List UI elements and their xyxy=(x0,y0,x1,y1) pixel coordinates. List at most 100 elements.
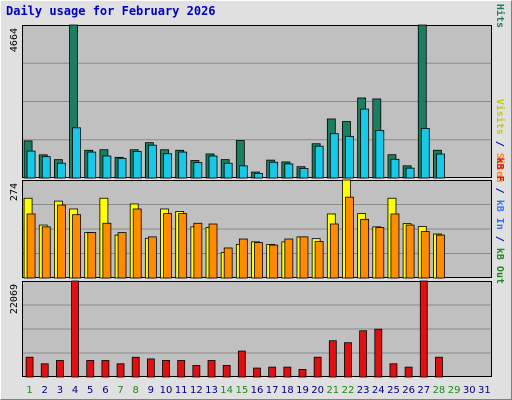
x-tick-label: 29 xyxy=(448,385,461,396)
x-tick-label: 2 xyxy=(42,385,48,396)
bar-files-1 xyxy=(26,150,36,179)
bar-kbytes-3 xyxy=(56,360,64,378)
legend-entry: / xyxy=(494,182,505,200)
y-max-label-kbytes: 22069 xyxy=(9,284,20,314)
bar-kbytes-25 xyxy=(389,363,398,378)
x-tick-label: 30 xyxy=(463,385,476,396)
bar-files-9 xyxy=(147,144,157,179)
bar-sites-22 xyxy=(345,196,354,279)
bar-kbytes-16 xyxy=(253,367,261,378)
bar-files-11 xyxy=(178,151,188,179)
bar-sites-1 xyxy=(26,213,36,279)
legend-entry: kB F xyxy=(494,158,505,182)
legend-hits-files: Pages / Files / Hits xyxy=(494,0,506,28)
bar-sites-14 xyxy=(223,247,233,279)
x-tick-label: 12 xyxy=(190,385,203,396)
x-tick-label: 6 xyxy=(102,385,108,396)
x-tick-label: 18 xyxy=(281,385,294,396)
bar-kbytes-2 xyxy=(40,363,49,378)
legend-entry: kB Out xyxy=(494,248,505,284)
bar-sites-20 xyxy=(314,241,324,279)
x-tick-label: 9 xyxy=(148,385,154,396)
legend-kbytes: kB F / kB In / kB Out xyxy=(494,158,505,284)
x-tick-label: 19 xyxy=(296,385,309,396)
bar-files-7 xyxy=(117,157,127,179)
bar-kbytes-21 xyxy=(328,340,337,378)
bar-sites-6 xyxy=(102,222,112,279)
bar-kbytes-10 xyxy=(162,360,170,378)
legend-entry: kB In xyxy=(494,200,505,230)
legend-entry: Sites xyxy=(494,153,506,183)
bar-files-21 xyxy=(329,133,339,179)
bar-kbytes-5 xyxy=(86,360,95,378)
bar-sites-24 xyxy=(375,227,385,279)
bar-sites-12 xyxy=(193,222,203,279)
bar-files-6 xyxy=(102,155,112,179)
bar-kbytes-18 xyxy=(283,366,292,378)
bar-sites-25 xyxy=(390,213,400,279)
bar-files-26 xyxy=(405,167,415,179)
bar-files-17 xyxy=(269,161,279,179)
bar-files-13 xyxy=(208,155,218,179)
bar-kbytes-4 xyxy=(71,280,79,378)
x-tick-label: 3 xyxy=(57,385,63,396)
bar-sites-5 xyxy=(87,232,97,279)
bar-kbytes-27 xyxy=(419,280,428,378)
bar-files-10 xyxy=(163,153,172,179)
bar-sites-26 xyxy=(405,224,415,279)
bar-files-4 xyxy=(72,127,81,179)
bar-sites-13 xyxy=(208,223,218,279)
x-tick-label: 15 xyxy=(235,385,248,396)
bar-files-25 xyxy=(390,158,400,179)
x-tick-label: 13 xyxy=(205,385,218,396)
bar-files-14 xyxy=(223,162,233,179)
x-tick-label: 1 xyxy=(26,385,32,396)
bar-sites-7 xyxy=(117,232,127,279)
x-tick-label: 11 xyxy=(175,385,188,396)
chart-title: Daily usage for February 2026 xyxy=(6,4,216,18)
bar-sites-3 xyxy=(57,204,66,279)
legend-entry: Hits xyxy=(494,4,506,28)
x-tick-label: 5 xyxy=(87,385,93,396)
bar-kbytes-24 xyxy=(374,328,383,378)
bar-sites-16 xyxy=(254,242,263,279)
y-max-label-hits-files: 4664 xyxy=(9,28,20,52)
bar-kbytes-22 xyxy=(344,342,352,378)
legend-entry: Visits xyxy=(494,99,506,135)
bar-kbytes-9 xyxy=(146,358,155,378)
bar-sites-8 xyxy=(132,208,142,279)
bar-sites-28 xyxy=(436,234,445,279)
x-tick-label: 26 xyxy=(402,385,415,396)
bar-kbytes-17 xyxy=(268,366,277,378)
bar-sites-15 xyxy=(238,238,248,279)
legend-visits-sites: Visits / Sites xyxy=(494,99,506,183)
bar-kbytes-11 xyxy=(177,360,186,378)
x-tick-label: 16 xyxy=(251,385,264,396)
y-max-label-visits-sites: 274 xyxy=(9,183,20,201)
bar-kbytes-26 xyxy=(404,366,413,378)
bar-files-19 xyxy=(299,168,309,179)
bar-sites-9 xyxy=(147,236,157,279)
bar-sites-19 xyxy=(299,236,309,279)
bar-files-12 xyxy=(193,162,203,179)
bar-sites-10 xyxy=(163,213,172,279)
bar-sites-4 xyxy=(72,214,81,279)
x-tick-label: 22 xyxy=(342,385,355,396)
bar-files-24 xyxy=(375,130,385,179)
bar-sites-2 xyxy=(41,226,51,279)
bar-sites-11 xyxy=(178,213,188,279)
bar-kbytes-23 xyxy=(359,330,368,378)
bar-sites-23 xyxy=(360,218,370,279)
bar-files-5 xyxy=(87,151,97,179)
x-tick-label: 8 xyxy=(133,385,139,396)
bar-kbytes-14 xyxy=(222,365,231,378)
x-tick-label: 17 xyxy=(266,385,279,396)
bar-kbytes-20 xyxy=(313,356,322,378)
x-tick-label: 23 xyxy=(357,385,370,396)
bar-sites-21 xyxy=(329,223,339,279)
x-tick-label: 25 xyxy=(387,385,400,396)
bar-files-2 xyxy=(41,156,51,179)
bar-files-18 xyxy=(284,163,294,179)
x-tick-label: 31 xyxy=(478,385,491,396)
